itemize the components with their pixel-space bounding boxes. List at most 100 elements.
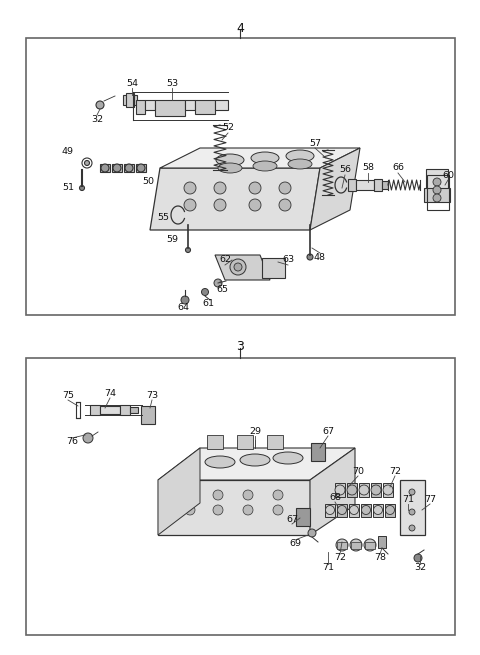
Bar	[136, 100, 145, 114]
Circle shape	[83, 433, 93, 443]
Ellipse shape	[216, 154, 244, 166]
Text: 64: 64	[177, 303, 189, 312]
Circle shape	[347, 485, 357, 495]
Bar	[100, 164, 110, 172]
Circle shape	[350, 539, 362, 551]
Polygon shape	[310, 148, 360, 230]
Circle shape	[101, 164, 109, 172]
Circle shape	[249, 199, 261, 211]
Bar	[385, 504, 395, 517]
Bar	[426, 169, 448, 201]
Text: 51: 51	[62, 183, 74, 193]
Bar	[371, 483, 381, 497]
Bar	[207, 435, 223, 449]
Circle shape	[273, 490, 283, 500]
Bar	[100, 406, 120, 414]
Bar	[311, 443, 325, 461]
Bar	[26, 358, 455, 635]
Ellipse shape	[273, 452, 303, 464]
Text: 72: 72	[334, 553, 346, 563]
Circle shape	[185, 248, 191, 252]
Bar	[359, 483, 369, 497]
Text: 76: 76	[66, 438, 78, 447]
Ellipse shape	[205, 456, 235, 468]
Circle shape	[243, 490, 253, 500]
Text: 52: 52	[222, 124, 234, 132]
Text: 59: 59	[166, 236, 178, 244]
Bar	[356, 180, 374, 190]
Text: 77: 77	[424, 495, 436, 504]
Text: 29: 29	[249, 428, 261, 436]
Bar	[296, 508, 310, 526]
Text: 71: 71	[402, 495, 414, 504]
Circle shape	[409, 525, 415, 531]
Bar	[124, 164, 134, 172]
Text: 72: 72	[389, 468, 401, 476]
Circle shape	[383, 485, 393, 495]
Text: 57: 57	[309, 138, 321, 147]
Bar	[195, 100, 215, 114]
Text: 62: 62	[219, 255, 231, 265]
Bar	[123, 95, 137, 105]
Circle shape	[336, 539, 348, 551]
Polygon shape	[158, 480, 310, 535]
Bar	[112, 164, 122, 172]
Text: 73: 73	[146, 392, 158, 400]
Circle shape	[202, 288, 208, 295]
Bar	[126, 93, 134, 107]
Circle shape	[307, 254, 313, 260]
Bar	[347, 483, 357, 497]
Text: 56: 56	[339, 166, 351, 174]
Polygon shape	[158, 448, 200, 535]
Circle shape	[184, 182, 196, 194]
Ellipse shape	[218, 163, 242, 173]
Circle shape	[273, 505, 283, 515]
Circle shape	[214, 279, 222, 287]
Circle shape	[84, 160, 89, 166]
Text: 54: 54	[126, 79, 138, 88]
Bar	[337, 542, 347, 548]
Bar	[365, 542, 375, 548]
Circle shape	[371, 485, 381, 495]
Text: 50: 50	[142, 178, 154, 187]
Circle shape	[385, 506, 395, 514]
Bar	[382, 181, 388, 189]
Circle shape	[359, 485, 369, 495]
Bar	[155, 100, 185, 116]
Circle shape	[137, 164, 145, 172]
Text: 32: 32	[414, 563, 426, 572]
Bar	[351, 542, 361, 548]
Bar	[267, 435, 283, 449]
Circle shape	[234, 263, 242, 271]
Polygon shape	[310, 448, 355, 535]
Text: 66: 66	[392, 164, 404, 172]
Circle shape	[214, 182, 226, 194]
Text: 63: 63	[282, 255, 294, 265]
Circle shape	[185, 505, 195, 515]
Circle shape	[113, 164, 121, 172]
Circle shape	[213, 490, 223, 500]
Bar	[90, 405, 100, 415]
Text: 69: 69	[289, 540, 301, 548]
Text: 65: 65	[216, 286, 228, 295]
Polygon shape	[160, 148, 360, 168]
Circle shape	[433, 178, 441, 186]
Circle shape	[214, 199, 226, 211]
Bar	[383, 483, 393, 497]
Text: 48: 48	[314, 253, 326, 263]
Text: 4: 4	[236, 22, 244, 35]
Bar	[325, 504, 335, 517]
Circle shape	[364, 539, 376, 551]
Text: 55: 55	[157, 214, 169, 223]
Ellipse shape	[240, 454, 270, 466]
Ellipse shape	[251, 152, 279, 164]
Circle shape	[184, 199, 196, 211]
Text: 70: 70	[352, 468, 364, 476]
Circle shape	[279, 182, 291, 194]
Circle shape	[337, 506, 347, 514]
Ellipse shape	[253, 161, 277, 171]
Ellipse shape	[288, 159, 312, 169]
Circle shape	[433, 186, 441, 194]
Polygon shape	[215, 255, 270, 280]
Ellipse shape	[286, 150, 314, 162]
